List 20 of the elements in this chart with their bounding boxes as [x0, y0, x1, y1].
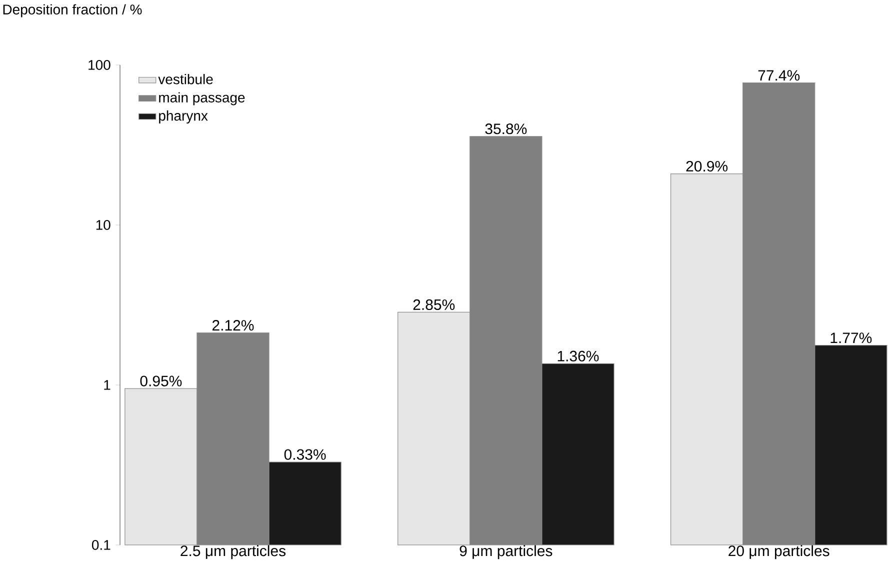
- y-tick-label: 0.1: [92, 540, 110, 550]
- data-label: 20.9%: [686, 160, 728, 172]
- legend-label: vestibule: [158, 74, 213, 84]
- data-label: 0.33%: [284, 449, 326, 460]
- data-label: 2.12%: [212, 320, 254, 331]
- y-tick-label: 10: [96, 220, 110, 230]
- x-tick-label: 2.5 μm particles: [180, 545, 286, 560]
- data-label: 77.4%: [758, 70, 800, 81]
- x-tick-label: 9 μm particles: [460, 545, 552, 560]
- data-label: 0.95%: [140, 376, 182, 386]
- data-label: 1.77%: [830, 332, 872, 344]
- data-label: 1.36%: [558, 350, 599, 362]
- y-tick-label: 1: [104, 380, 110, 390]
- data-label: 35.8%: [485, 124, 527, 134]
- x-tick-label: 20 μm particles: [728, 545, 830, 560]
- data-label: 2.85%: [413, 299, 455, 310]
- legend-label: pharynx: [159, 110, 208, 124]
- legend-label: main passage: [159, 92, 245, 106]
- y-tick-label: 100: [88, 60, 110, 70]
- y-axis-title: Deposition fraction / %: [3, 4, 142, 18]
